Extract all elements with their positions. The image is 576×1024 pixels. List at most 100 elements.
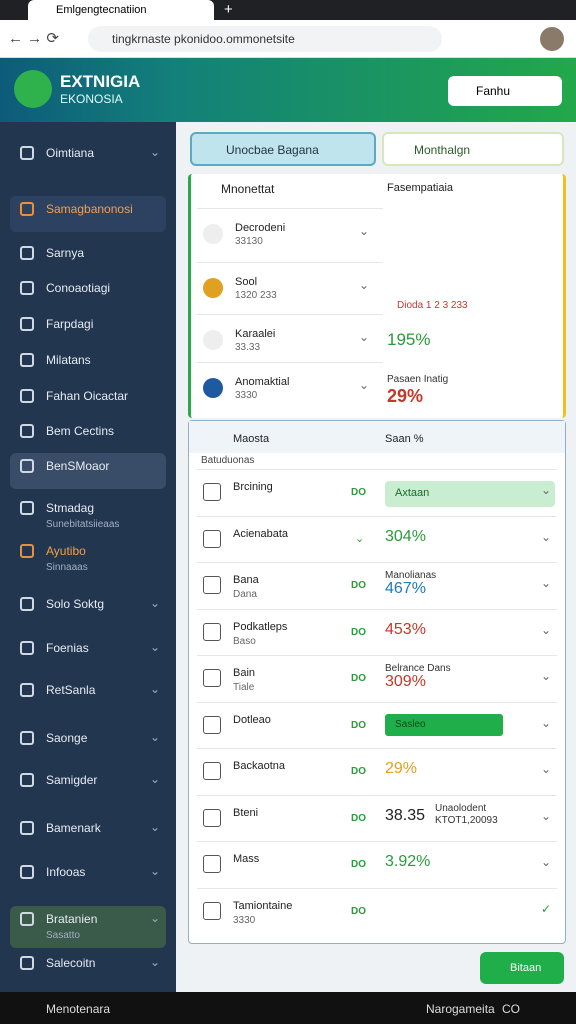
row-note: KTOT1,20093 bbox=[435, 814, 498, 826]
row-mid: DO bbox=[351, 487, 366, 498]
search[interactable]: Fanhu bbox=[448, 76, 562, 106]
status-pill[interactable]: Axtaan bbox=[385, 481, 555, 507]
stat: 29% bbox=[387, 386, 424, 406]
row-divider bbox=[197, 887, 557, 889]
nav-item[interactable]: Foenias bbox=[46, 641, 89, 655]
logo-sub: EKONOSIA bbox=[60, 92, 123, 106]
nav-item[interactable]: Conoaotiagi bbox=[46, 281, 111, 295]
row-divider bbox=[197, 841, 557, 842]
nav-item[interactable]: Saonge bbox=[46, 731, 88, 745]
row-chevron[interactable]: ⌄ bbox=[541, 808, 552, 823]
back[interactable]: ← → ⟳ bbox=[8, 30, 59, 47]
row-icon bbox=[203, 483, 221, 501]
row-chevron[interactable]: ⌄ bbox=[359, 224, 370, 238]
nav-item[interactable]: Sarnya bbox=[46, 246, 85, 260]
tab[interactable]: Monthalgn bbox=[382, 132, 564, 166]
new-tab[interactable]: + bbox=[224, 1, 233, 18]
row-sub: 3330 bbox=[233, 914, 256, 926]
nav-highlight bbox=[10, 906, 166, 948]
nav-item[interactable]: Milatans bbox=[46, 353, 91, 367]
row-divider bbox=[197, 701, 557, 703]
nav-item[interactable]: Fahan Oicactar bbox=[46, 389, 129, 403]
bottom-mid[interactable]: Narogameita bbox=[426, 1002, 495, 1016]
nav-highlight bbox=[10, 196, 166, 232]
nav-item[interactable]: Oimtiana bbox=[46, 146, 95, 160]
row-label[interactable]: Dotleao bbox=[233, 713, 271, 726]
row-label[interactable]: Mass bbox=[233, 853, 260, 865]
row-chevron[interactable]: ⌄ bbox=[359, 378, 370, 392]
row-chevron[interactable]: ✓ bbox=[541, 901, 552, 916]
panel-header: Mnonettat bbox=[221, 182, 275, 196]
bottom-bar: Menotenara Narogameita CO bbox=[0, 992, 576, 1024]
row-label[interactable]: Podkatleps bbox=[233, 620, 288, 633]
nav-item[interactable]: Samagbanonosi bbox=[46, 202, 133, 216]
row-sub: 1320 233 bbox=[235, 290, 277, 301]
nav-item[interactable]: RetSanla bbox=[46, 683, 96, 697]
row-chevron[interactable]: ⌄ bbox=[541, 622, 552, 637]
row-label[interactable]: Bain bbox=[233, 667, 256, 679]
row-divider bbox=[197, 262, 383, 263]
action-button[interactable]: Bitaan bbox=[480, 952, 564, 984]
nav-chevron: ⌄ bbox=[150, 682, 161, 696]
logo-text: EXTNIGIA bbox=[60, 72, 141, 91]
row-chevron[interactable]: ⌄ bbox=[541, 762, 552, 776]
row-mid: DO bbox=[351, 580, 366, 591]
row-value: 3.92% bbox=[385, 853, 431, 870]
nav-chevron: ⌄ bbox=[150, 820, 161, 834]
logo-icon bbox=[14, 70, 52, 108]
nav-chevron: ⌄ bbox=[150, 772, 161, 786]
nav-item[interactable]: BenSMoaor bbox=[46, 459, 110, 473]
row-divider bbox=[197, 314, 383, 315]
tab[interactable]: Unocbae Bagana bbox=[190, 132, 376, 166]
row-label[interactable]: Sool bbox=[235, 276, 258, 288]
row-chevron[interactable]: ⌄ bbox=[541, 715, 552, 730]
nav-item[interactable]: Farpdagi bbox=[46, 317, 94, 331]
nav-item[interactable]: Bem Cectins bbox=[46, 424, 115, 438]
row-chevron[interactable]: ⌄ bbox=[541, 576, 552, 590]
row-label[interactable]: Bana bbox=[233, 574, 259, 586]
row-chevron[interactable]: ⌄ bbox=[541, 483, 552, 497]
row-icon bbox=[203, 901, 221, 920]
url-bar[interactable]: tingkrnaste pkonidoo.ommonetsite bbox=[88, 26, 442, 52]
row-label[interactable]: Acienabata bbox=[233, 527, 289, 540]
row-chevron[interactable]: ⌄ bbox=[541, 855, 552, 869]
row-icon bbox=[203, 669, 221, 687]
bottom-left[interactable]: Menotenara bbox=[46, 1002, 111, 1016]
chart-legend: Dioda 1 2 3 233 bbox=[397, 300, 468, 311]
row-divider bbox=[197, 655, 557, 656]
nav-sub: Sinnaaas bbox=[46, 562, 88, 573]
row-label[interactable]: Decrodeni bbox=[235, 222, 286, 234]
row-sub: Dana bbox=[233, 589, 257, 600]
nav-item[interactable]: Bratanien bbox=[46, 912, 98, 926]
row-label[interactable]: Brcining bbox=[233, 481, 273, 493]
row-chevron[interactable]: ⌄ bbox=[541, 529, 552, 544]
row-icon bbox=[203, 224, 223, 244]
nav-item[interactable]: Ayutibo bbox=[46, 544, 86, 558]
row-label[interactable]: Backaotna bbox=[233, 760, 285, 772]
row-label[interactable]: Karaalei bbox=[235, 328, 276, 340]
row-chevron[interactable]: ⌄ bbox=[359, 278, 370, 292]
avatar[interactable] bbox=[540, 27, 564, 51]
tab[interactable]: Emlgengtecnatiion bbox=[28, 0, 214, 20]
row-label[interactable]: Tamiontaine bbox=[233, 899, 293, 912]
nav-chevron: ⌄ bbox=[150, 730, 161, 744]
row-label[interactable]: Bteni bbox=[233, 806, 259, 819]
nav-item[interactable]: Infooas bbox=[46, 865, 86, 879]
row-divider bbox=[197, 362, 383, 363]
row-divider bbox=[197, 208, 383, 209]
row-value: 309% bbox=[385, 673, 426, 690]
bottom-right[interactable]: CO bbox=[502, 1002, 520, 1016]
row-chevron[interactable]: ⌄ bbox=[541, 669, 552, 683]
row-label[interactable]: Anomaktial bbox=[235, 376, 290, 388]
row-value: 304% bbox=[385, 527, 426, 545]
nav-item[interactable]: Stmadag bbox=[46, 501, 95, 515]
row-icon bbox=[203, 855, 221, 873]
panel: Maosta Saan % Batuduonas Brcining DO Axtaan ⌄ A… bbox=[188, 420, 566, 944]
nav-item[interactable]: Bamenark bbox=[46, 821, 101, 835]
row-chevron[interactable]: ⌄ bbox=[359, 330, 370, 344]
nav-item[interactable]: Solo Soktg bbox=[46, 597, 105, 611]
nav-item[interactable]: Salecoitn bbox=[46, 956, 96, 970]
row-mid: DO bbox=[351, 719, 366, 731]
nav-item[interactable]: Samigder bbox=[46, 773, 98, 787]
nav-chevron: ⌄ bbox=[150, 145, 161, 159]
